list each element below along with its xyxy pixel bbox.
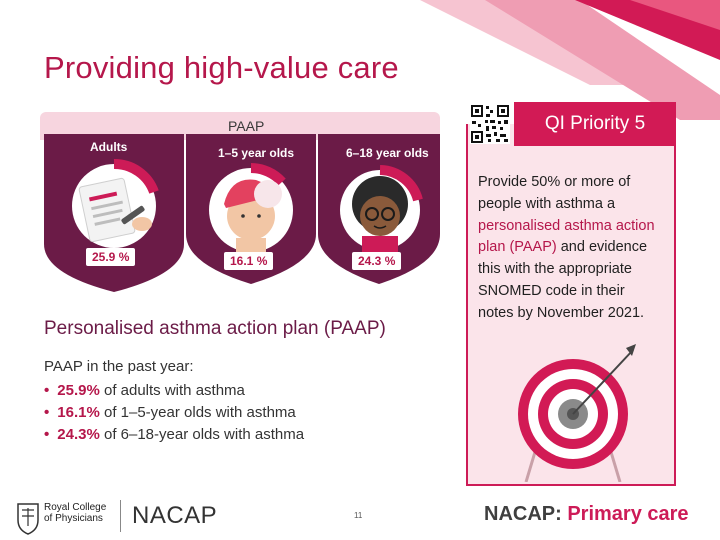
shield-1-5: 1–5 year olds 16.1 % — [186, 134, 316, 284]
stat-text: of 6–18-year olds with asthma — [99, 426, 305, 443]
shield-1-5-label: 1–5 year olds — [218, 146, 295, 160]
qi-text-accent: personalised asthma action plan (PAAP) — [478, 217, 655, 256]
bullet-icon: • — [44, 382, 50, 399]
rcp-line-1: Royal College — [44, 502, 107, 513]
bullet-icon: • — [44, 404, 50, 421]
list-item: • 16.1% of 1–5-year olds with asthma — [44, 402, 304, 424]
stats-intro: PAAP in the past year: — [44, 358, 194, 375]
section-heading: Personalised asthma action plan (PAAP) — [44, 318, 386, 339]
footer-brand: NACAP: Primary care — [484, 503, 689, 526]
rcp-crest-icon — [17, 503, 39, 535]
list-item: • 25.9% of adults with asthma — [44, 380, 304, 402]
rcp-line-2: of Physicians — [44, 513, 103, 524]
rcp-logo-text: Royal College of Physicians — [44, 502, 106, 524]
stat-percent: 24.3% — [57, 426, 100, 443]
shield-adults-label: Adults — [90, 140, 128, 154]
list-item: • 24.3% of 6–18-year olds with asthma — [44, 424, 304, 446]
paap-banner-label: PAAP — [228, 118, 265, 134]
shield-adults-value: 25.9 % — [86, 248, 136, 266]
shield-1-5-value: 16.1 % — [224, 252, 274, 270]
qi-text-part: and evidence this with the appropriate S… — [478, 239, 648, 321]
footer-divider — [120, 500, 121, 532]
decorative-ribbons — [420, 0, 720, 120]
stat-percent: 25.9% — [57, 382, 100, 399]
stat-text: of 1–5-year olds with asthma — [99, 404, 296, 421]
shield-6-18-graphic — [318, 134, 440, 284]
qi-text-part: Provide 50% or more of people with asthm… — [478, 174, 631, 212]
qi-description: Provide 50% or more of people with asthm… — [478, 172, 664, 325]
qr-code-icon[interactable] — [470, 104, 510, 144]
page-number: 11 — [354, 511, 363, 520]
shield-6-18: 6–18 year olds 24.3 % — [318, 134, 440, 284]
nacap-logo: NACAP — [132, 502, 218, 529]
stats-list: • 25.9% of adults with asthma • 16.1% of 1… — [44, 380, 304, 446]
shield-6-18-label: 6–18 year olds — [346, 146, 429, 160]
brand-main: NACAP: — [484, 503, 562, 525]
stat-percent: 16.1% — [57, 404, 100, 421]
brand-accent: Primary care — [561, 503, 689, 525]
shield-1-5-graphic — [186, 134, 316, 284]
shield-6-18-value: 24.3 % — [352, 252, 402, 270]
bullet-icon: • — [44, 426, 50, 443]
shield-adults: Adults 25.9 % — [44, 134, 184, 294]
target-icon — [518, 344, 636, 482]
page-title: Providing high-value care — [44, 50, 399, 85]
stat-text: of adults with asthma — [99, 382, 245, 399]
shield-adults-graphic — [44, 134, 184, 292]
qi-priority-card — [466, 124, 676, 486]
qi-priority-tab: QI Priority 5 — [514, 102, 676, 146]
